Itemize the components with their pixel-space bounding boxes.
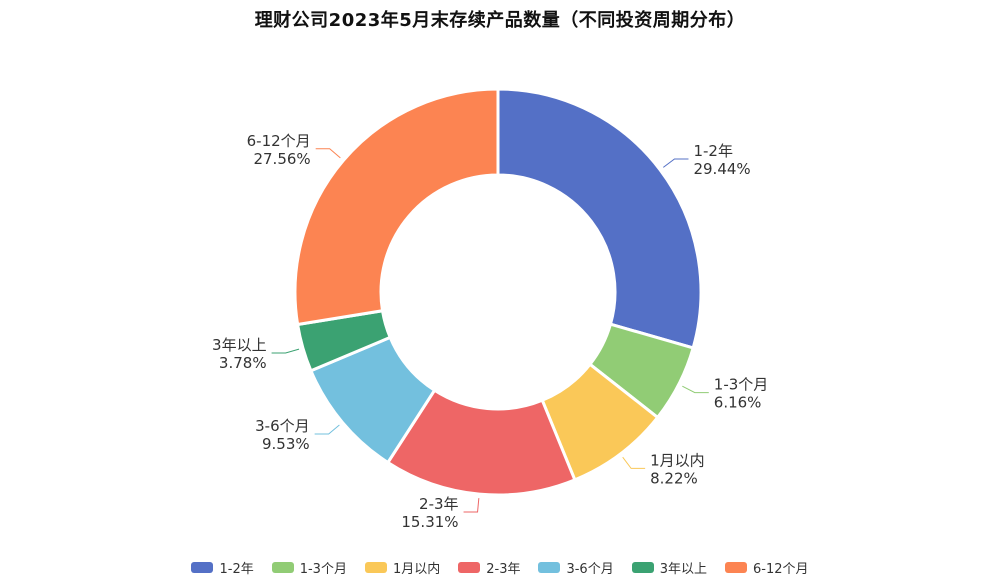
slice-label: 6-12个月: [247, 132, 311, 150]
slice-label: 1月以内: [650, 451, 705, 469]
slice-label: 3年以上: [212, 336, 267, 354]
legend-label: 1-2年: [219, 562, 254, 577]
legend-label: 6-12个月: [752, 562, 809, 577]
legend-swatch: [364, 562, 387, 573]
slice-label: 1-3个月: [714, 376, 769, 394]
slice-7[interactable]: [293, 87, 500, 327]
leader-line: [271, 348, 300, 354]
legend-label: 1-3个月: [299, 562, 347, 577]
leader-line: [662, 158, 689, 168]
slice-value-label: 3.78%: [219, 354, 267, 372]
chart-title: 理财公司2023年5月末存续产品数量（不同投资周期分布）: [254, 10, 746, 31]
slice-label: 3-6个月: [255, 417, 310, 435]
legend-item[interactable]: 6-12个月: [724, 558, 809, 577]
legend-swatch: [458, 562, 481, 573]
legend-item[interactable]: 1月以内: [364, 558, 441, 577]
legend-swatch: [191, 562, 214, 573]
legend: 1-2年 1-3个月 1月以内 2-3年 3-6个月 3年以上 6-12个月: [0, 558, 1000, 577]
slice-value-label: 27.56%: [253, 150, 310, 168]
leader-line: [682, 385, 709, 394]
legend-item[interactable]: 3-6个月: [538, 558, 614, 577]
leader-line: [463, 498, 480, 513]
legend-label: 2-3年: [486, 562, 521, 577]
leader-line: [315, 148, 341, 159]
legend-item[interactable]: 1-2年: [191, 558, 254, 577]
slice-value-label: 8.22%: [650, 469, 698, 487]
legend-label: 1月以内: [392, 562, 441, 577]
leader-line: [622, 456, 646, 469]
legend-swatch: [631, 562, 654, 573]
legend-label: 3-6个月: [566, 562, 614, 577]
slice-label: 2-3年: [419, 495, 459, 513]
legend-item[interactable]: 2-3年: [458, 558, 520, 577]
legend-label: 3年以上: [659, 562, 707, 577]
legend-item[interactable]: 1-3个月: [271, 558, 347, 577]
slice-value-label: 6.16%: [714, 394, 762, 412]
leader-line: [314, 424, 340, 435]
legend-swatch: [271, 562, 294, 573]
legend-swatch: [538, 562, 561, 573]
slice-value-label: 29.44%: [693, 160, 750, 178]
slice-1[interactable]: [496, 87, 703, 350]
slice-value-label: 9.53%: [262, 435, 310, 453]
slice-label: 1-2年: [693, 142, 733, 160]
slice-value-label: 15.31%: [401, 513, 458, 531]
legend-swatch: [724, 562, 747, 573]
legend-item[interactable]: 3年以上: [631, 558, 707, 577]
